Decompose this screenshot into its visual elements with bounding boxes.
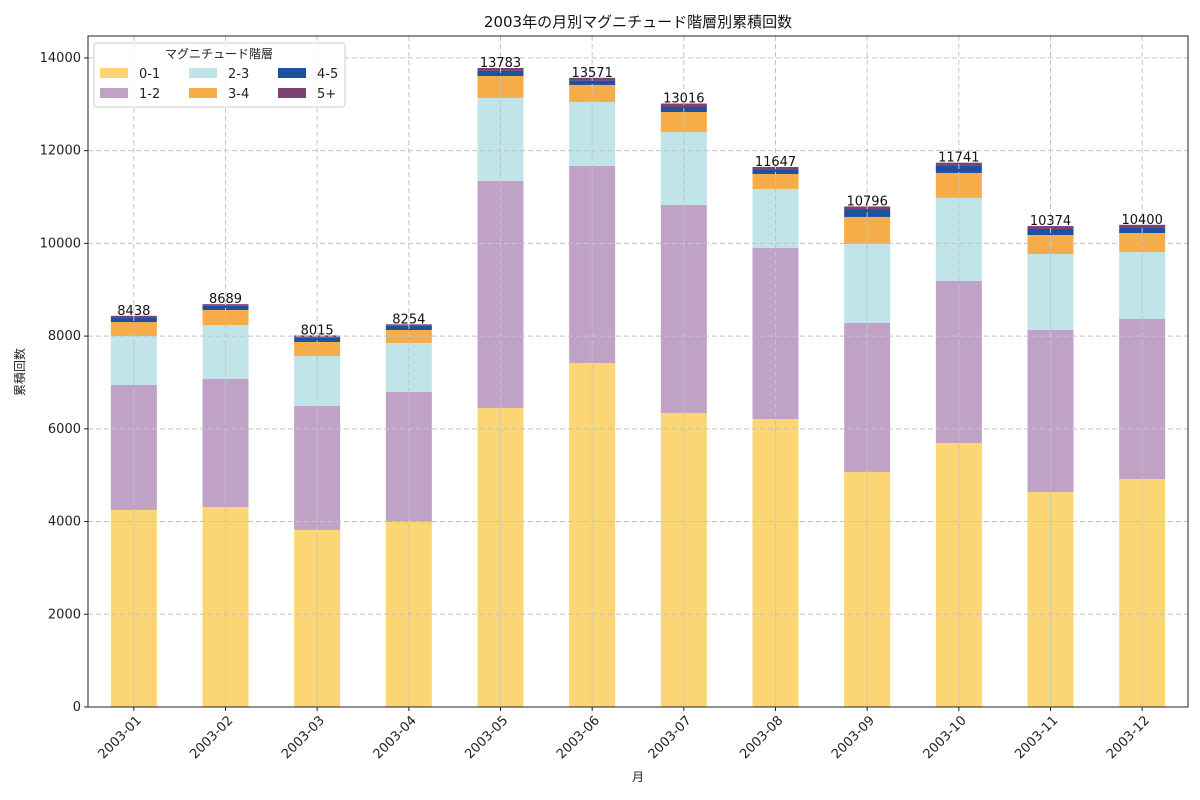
bar-segment-1-2 xyxy=(935,280,982,443)
legend-label-1-2: 1-2 xyxy=(139,87,160,102)
x-tick-label: 2003-12 xyxy=(1104,713,1153,762)
bar-segment-5+ xyxy=(660,103,707,107)
chart-title: 2003年の月別マグニチュード階層別累積回数 xyxy=(484,13,792,31)
total-label: 8689 xyxy=(209,292,242,307)
total-label: 10796 xyxy=(846,194,887,209)
legend: マグニチュード階層 0-1 1-2 2-3 3-4 4-5 5+ xyxy=(93,42,346,108)
x-tick-label: 2003-07 xyxy=(646,713,695,762)
x-tick-label: 2003-05 xyxy=(462,713,511,762)
total-label: 8254 xyxy=(392,312,425,327)
bar-segment-4-5 xyxy=(935,165,982,173)
y-tick-label: 12000 xyxy=(40,144,81,159)
x-axis-label: 月 xyxy=(632,770,644,784)
bar-segment-5+ xyxy=(1119,224,1166,228)
legend-label-5+: 5+ xyxy=(317,87,336,102)
x-tick-label: 2003-11 xyxy=(1012,713,1061,762)
bar-segment-4-5 xyxy=(202,305,249,311)
total-label: 11647 xyxy=(755,155,796,170)
total-labels: 8438 8689 8015 8254 13783 13571 13016 11647 1079… xyxy=(117,56,1163,338)
plot-frame xyxy=(87,35,1189,708)
total-label: 13016 xyxy=(663,92,704,107)
legend-swatch-2-3 xyxy=(189,68,217,78)
x-tick-label: 2003-06 xyxy=(554,713,603,762)
x-tick-label: 2003-03 xyxy=(279,713,328,762)
bar-segment-5+ xyxy=(1027,226,1074,229)
x-tick-label: 2003-08 xyxy=(737,713,786,762)
total-label: 10374 xyxy=(1030,214,1071,229)
bar-segment-4-5 xyxy=(752,169,799,174)
y-axis-label: 累積回数 xyxy=(12,348,27,396)
y-axis: 0 2000 4000 6000 8000 10000 12000 14000 xyxy=(40,51,88,715)
bar-segment-3-4 xyxy=(1119,232,1166,253)
x-tick-label: 2003-02 xyxy=(187,713,236,762)
legend-label-3-4: 3-4 xyxy=(228,87,249,102)
x-axis: 2003-01 2003-02 2003-03 2003-04 2003-05 2003-… xyxy=(96,707,1153,762)
x-tick-label: 2003-01 xyxy=(96,713,145,762)
bar-segment-0-1 xyxy=(752,418,799,707)
bars xyxy=(110,67,1166,707)
total-label: 11741 xyxy=(938,151,979,166)
y-tick-label: 10000 xyxy=(40,236,81,251)
legend-swatch-1-2 xyxy=(100,88,128,98)
legend-title: マグニチュード階層 xyxy=(165,46,273,61)
legend-label-4-5: 4-5 xyxy=(317,67,338,82)
y-tick-label: 4000 xyxy=(48,515,81,530)
bar-segment-3-4 xyxy=(110,322,157,336)
bar-segment-4-5 xyxy=(294,337,341,342)
total-label: 8015 xyxy=(301,323,334,338)
bar-segment-3-4 xyxy=(935,172,982,198)
y-tick-label: 8000 xyxy=(48,329,81,344)
legend-label-2-3: 2-3 xyxy=(228,67,249,82)
total-label: 10400 xyxy=(1121,213,1162,228)
legend-swatch-5+ xyxy=(278,88,306,98)
bar-segment-3-4 xyxy=(660,111,707,132)
y-tick-label: 6000 xyxy=(48,422,81,437)
x-tick-label: 2003-09 xyxy=(829,713,878,762)
bar-segment-4-5 xyxy=(477,70,524,76)
legend-swatch-3-4 xyxy=(189,88,217,98)
grid xyxy=(88,36,1188,708)
x-tick-label: 2003-04 xyxy=(371,713,420,762)
total-label: 13783 xyxy=(480,56,521,71)
bar-segment-1-2 xyxy=(1027,329,1074,492)
legend-label-0-1: 0-1 xyxy=(139,67,160,82)
legend-swatch-4-5 xyxy=(278,68,306,78)
bar-segment-4-5 xyxy=(569,80,616,85)
y-tick-label: 2000 xyxy=(48,607,81,622)
y-tick-label: 14000 xyxy=(40,51,81,66)
x-tick-label: 2003-10 xyxy=(921,713,970,762)
legend-swatch-0-1 xyxy=(100,68,128,78)
total-label: 13571 xyxy=(571,66,612,81)
y-tick-label: 0 xyxy=(73,700,81,715)
total-label: 8438 xyxy=(117,304,150,319)
